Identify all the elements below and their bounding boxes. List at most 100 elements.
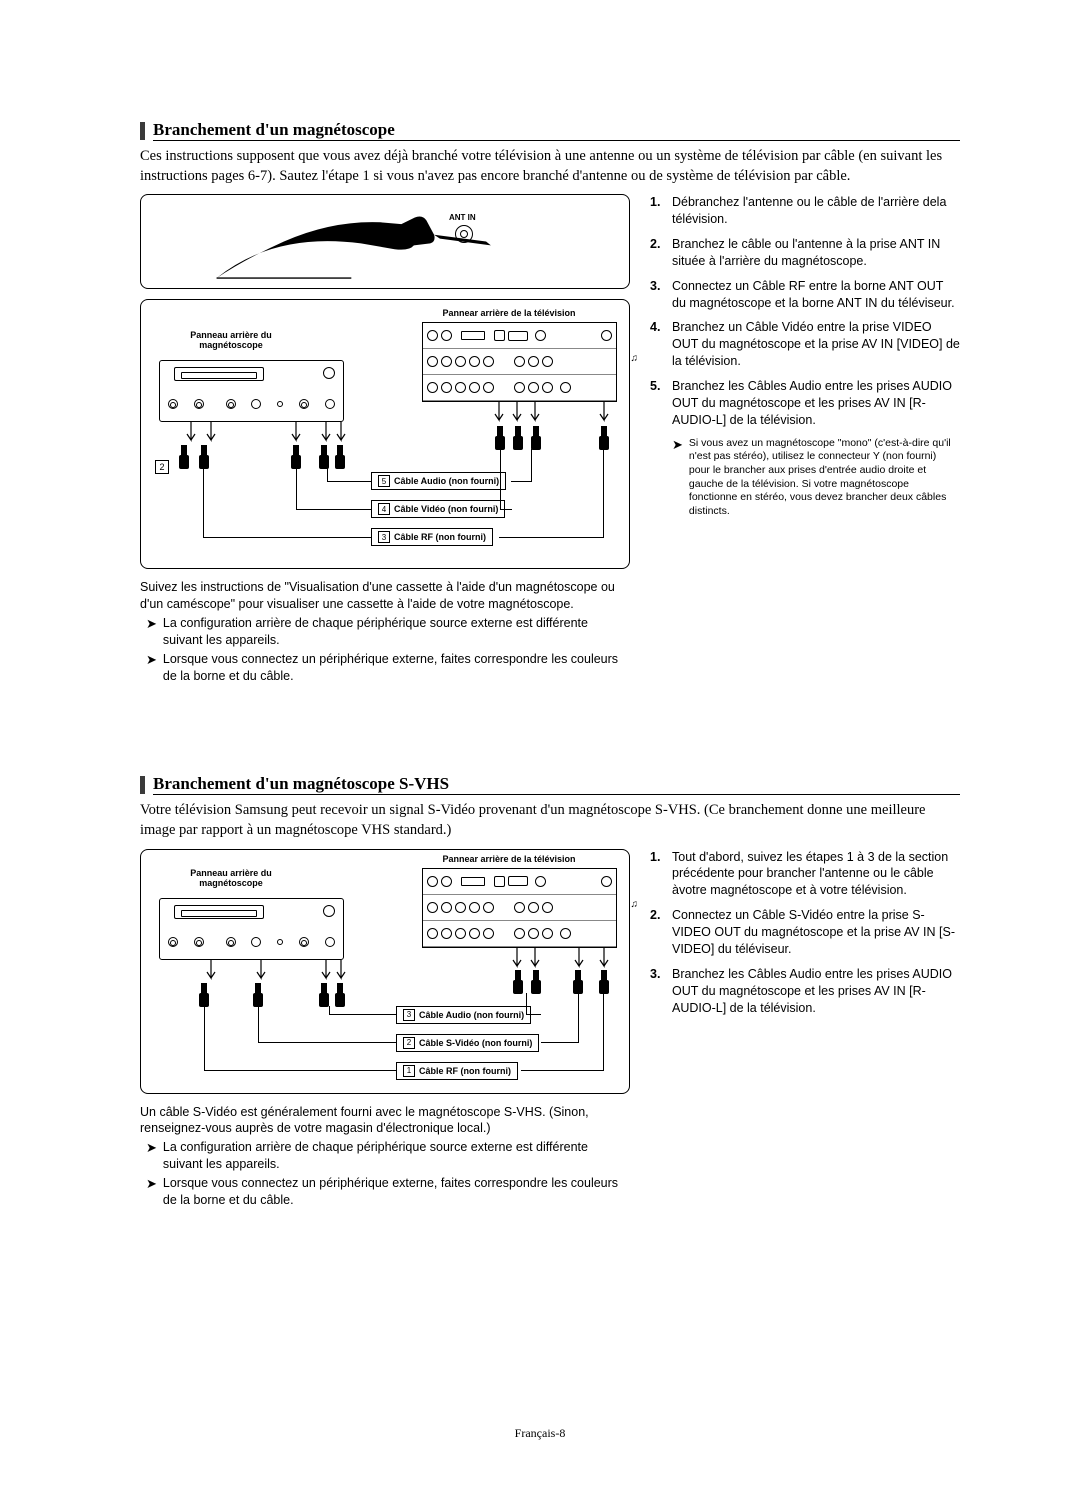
content-row: ANT IN Panneau arrière du magnétoscope P… bbox=[140, 194, 960, 684]
steps-list-1: 1.Débranchez l'antenne ou le câble de l'… bbox=[650, 194, 960, 429]
step-num: 2. bbox=[650, 907, 672, 924]
below-bullet-2: ➤ Lorsque vous connectez un périphérique… bbox=[140, 1175, 630, 1209]
vcr-panel-label: Panneau arrière du magnétoscope bbox=[171, 330, 291, 350]
cable-text: Câble RF (non fourni) bbox=[419, 1066, 511, 1076]
section-intro: Votre télévision Samsung peut recevoir u… bbox=[140, 801, 960, 840]
tv-port bbox=[535, 330, 546, 341]
cable-plug bbox=[531, 426, 541, 450]
tv-port bbox=[514, 902, 525, 913]
tv-port bbox=[514, 356, 525, 367]
vcr-port-audio-r bbox=[325, 937, 335, 947]
step-item: 1.Débranchez l'antenne ou le câble de l'… bbox=[650, 194, 960, 228]
step-item: 2.Connectez un Câble S-Vidéo entre la pr… bbox=[650, 907, 960, 958]
cable-num: 2 bbox=[403, 1037, 415, 1049]
arrow-icon: ➤ bbox=[672, 437, 683, 454]
steps-column-2: 1.Tout d'abord, suivez les étapes 1 à 3 … bbox=[650, 849, 960, 1025]
step-num: 3. bbox=[650, 278, 672, 295]
cable-line bbox=[204, 1070, 396, 1071]
cable-line bbox=[603, 993, 604, 1071]
tv-port bbox=[469, 928, 480, 939]
cable-text: Câble Vidéo (non fourni) bbox=[394, 504, 498, 514]
headphone-icon: ♫ bbox=[631, 353, 639, 364]
tv-port bbox=[427, 902, 438, 913]
diagram-hand-antenna: ANT IN bbox=[140, 194, 630, 289]
tv-port bbox=[494, 330, 505, 341]
callout-num-2: 2 bbox=[155, 460, 169, 474]
vcr-port-svideo bbox=[226, 937, 236, 947]
vcr-arrows bbox=[161, 422, 361, 452]
tv-port bbox=[427, 928, 438, 939]
vcr-port-ant-out bbox=[194, 399, 204, 409]
tv-port bbox=[469, 356, 480, 367]
tv-port bbox=[455, 356, 466, 367]
tv-row-2 bbox=[423, 349, 616, 375]
cable-num: 4 bbox=[378, 503, 390, 515]
cable-plug bbox=[199, 983, 209, 1007]
diagram-column: ANT IN Panneau arrière du magnétoscope P… bbox=[140, 194, 630, 684]
step-item: 3.Branchez les Câbles Audio entre les pr… bbox=[650, 966, 960, 1017]
tv-port bbox=[427, 356, 438, 367]
cable-plug bbox=[531, 970, 541, 994]
tv-port bbox=[455, 928, 466, 939]
cable-text: Câble RF (non fourni) bbox=[394, 532, 486, 542]
step-num: 2. bbox=[650, 236, 672, 253]
cable-plug bbox=[573, 970, 583, 994]
vcr-knob bbox=[323, 367, 335, 379]
vcr-port-ant-in bbox=[168, 937, 178, 947]
cable-line bbox=[526, 993, 527, 1015]
cable-label-3: 3 Câble Audio (non fourni) bbox=[396, 1006, 531, 1024]
tv-port bbox=[441, 330, 452, 341]
step-num: 1. bbox=[650, 849, 672, 866]
vcr-cassette-slot bbox=[174, 905, 264, 919]
cable-text: Câble S-Vidéo (non fourni) bbox=[419, 1038, 532, 1048]
tv-port bbox=[469, 902, 480, 913]
tv-row-2 bbox=[423, 895, 616, 921]
cable-label-5: 5 Câble Audio (non fourni) bbox=[371, 472, 506, 490]
section-svhs: Branchement d'un magnétoscope S-VHS Votr… bbox=[140, 774, 960, 1208]
cable-plug bbox=[253, 983, 263, 1007]
tv-port bbox=[483, 382, 494, 393]
tv-port bbox=[514, 928, 525, 939]
tv-port bbox=[542, 382, 553, 393]
step-text: Tout d'abord, suivez les étapes 1 à 3 de… bbox=[672, 849, 960, 900]
tv-rear-panel: ♫ bbox=[422, 322, 617, 402]
bullet-text: Lorsque vous connectez un périphérique e… bbox=[163, 651, 630, 685]
vcr-rear-panel bbox=[159, 360, 344, 422]
tv-row-3 bbox=[423, 375, 616, 401]
cable-plug bbox=[513, 970, 523, 994]
arrow-icon: ➤ bbox=[146, 651, 157, 669]
vcr-panel-label: Panneau arrière du magnétoscope bbox=[171, 868, 291, 888]
section-title-row: Branchement d'un magnétoscope S-VHS bbox=[140, 774, 960, 795]
cable-plug bbox=[319, 445, 329, 469]
cable-num: 3 bbox=[378, 531, 390, 543]
below-diagram-text-2: Un câble S-Vidéo est généralement fourni… bbox=[140, 1104, 630, 1209]
cable-plug bbox=[335, 983, 345, 1007]
step-text: Branchez un Câble Vidéo entre la prise V… bbox=[672, 319, 960, 370]
vcr-port-audio-l bbox=[299, 399, 309, 409]
cable-label-1: 1 Câble RF (non fourni) bbox=[396, 1062, 518, 1080]
tv-port bbox=[528, 928, 539, 939]
tv-row-3 bbox=[423, 921, 616, 947]
tv-port bbox=[535, 876, 546, 887]
bullet-text: La configuration arrière de chaque périp… bbox=[163, 1139, 630, 1173]
cable-line bbox=[296, 468, 297, 510]
vcr-ports bbox=[168, 931, 335, 953]
cable-line bbox=[329, 1014, 396, 1015]
cable-plug bbox=[599, 426, 609, 450]
tv-port bbox=[441, 382, 452, 393]
vcr-port-audio-l bbox=[299, 937, 309, 947]
cable-line bbox=[327, 468, 328, 482]
title-accent-bar bbox=[140, 776, 145, 794]
cable-line bbox=[541, 1042, 579, 1043]
tv-port bbox=[455, 902, 466, 913]
step-item: 3.Connectez un Câble RF entre la borne A… bbox=[650, 278, 960, 312]
tv-panel-label: Pannear arrière de la télévision bbox=[409, 854, 609, 864]
below-bullet-2: ➤ Lorsque vous connectez un périphérique… bbox=[140, 651, 630, 685]
diagram-connections-1: Panneau arrière du magnétoscope Pannear … bbox=[140, 299, 630, 569]
cable-line bbox=[258, 1006, 259, 1043]
pc-port bbox=[508, 331, 528, 341]
cable-num: 5 bbox=[378, 475, 390, 487]
cable-line bbox=[327, 481, 371, 482]
step-num: 5. bbox=[650, 378, 672, 395]
cable-line bbox=[203, 537, 371, 538]
